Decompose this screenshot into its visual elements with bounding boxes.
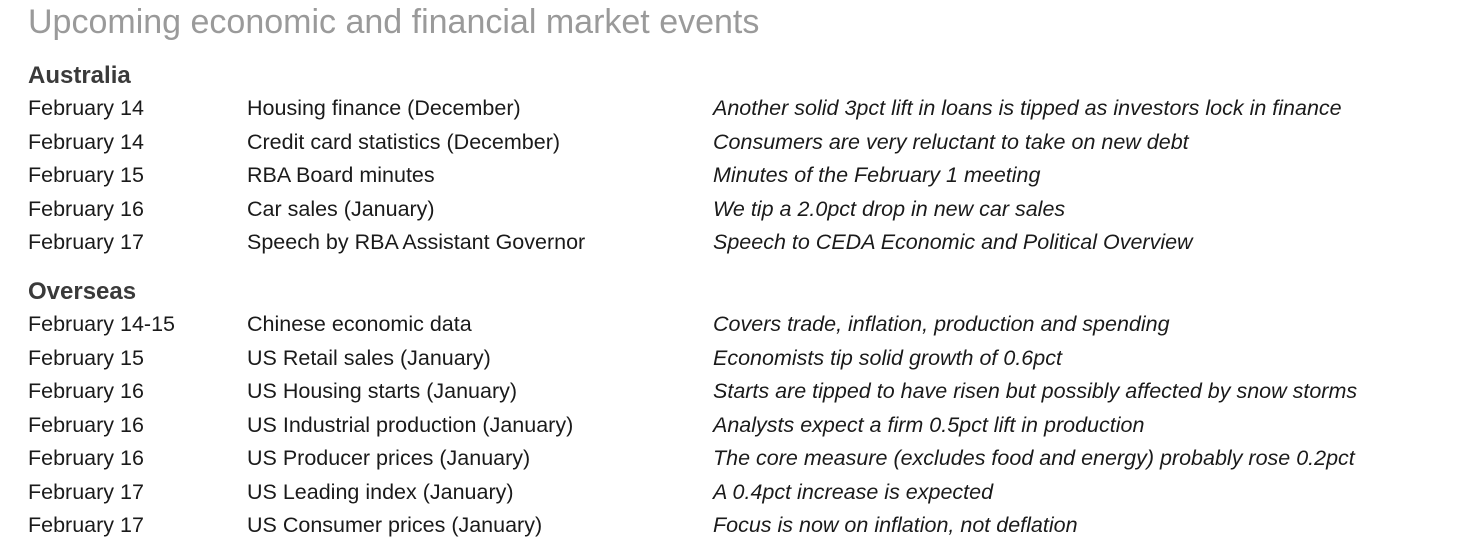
event-name: Car sales (January) [247, 196, 435, 221]
event-name: US Consumer prices (January) [247, 513, 543, 537]
event-name: US Retail sales (January) [247, 345, 491, 370]
event-date: February 16 [28, 412, 144, 437]
event-note: Covers trade, inflation, production and … [713, 312, 1170, 336]
event-date: February 15 [28, 345, 144, 370]
event-row: February 14 Credit card statistics (Dece… [28, 126, 1468, 160]
event-row: February 14-15 Chinese economic data Cov… [28, 308, 1468, 342]
event-note: Focus is now on inflation, not deflation [713, 513, 1078, 537]
event-date: February 14 [28, 129, 144, 154]
event-note: Starts are tipped to have risen but poss… [713, 379, 1358, 403]
event-row: February 17 US Consumer prices (January)… [28, 509, 1468, 543]
event-row: February 15 RBA Board minutes Minutes of… [28, 159, 1468, 193]
event-row: February 14 Housing finance (December) A… [28, 92, 1468, 126]
event-row: February 16 Car sales (January) We tip a… [28, 193, 1468, 227]
event-note: Economists tip solid growth of 0.6pct [713, 345, 1062, 370]
event-name: Credit card statistics (December) [247, 129, 561, 154]
event-date: February 14-15 [28, 312, 175, 336]
event-date: February 17 [28, 230, 144, 254]
event-note: We tip a 2.0pct drop in new car sales [713, 196, 1066, 221]
event-name: US Housing starts (January) [247, 379, 518, 403]
event-row: February 16 US Housing starts (January) … [28, 375, 1468, 409]
event-name: RBA Board minutes [247, 163, 435, 187]
event-name: US Producer prices (January) [247, 446, 531, 470]
page-title: Upcoming economic and financial market e… [28, 3, 760, 41]
event-name: US Industrial production (January) [247, 412, 574, 437]
event-name: US Leading index (January) [247, 479, 514, 504]
event-date: February 17 [28, 479, 144, 504]
event-date: February 17 [28, 513, 144, 537]
event-note: Analysts expect a firm 0.5pct lift in pr… [713, 412, 1145, 437]
event-name: Speech by RBA Assistant Governor [247, 230, 586, 254]
event-note: Speech to CEDA Economic and Political Ov… [713, 230, 1193, 254]
event-date: February 16 [28, 379, 144, 403]
event-row: February 17 Speech by RBA Assistant Gove… [28, 226, 1468, 260]
event-name: Housing finance (December) [247, 96, 521, 120]
event-note: The core measure (excludes food and ener… [713, 446, 1355, 470]
event-note: Another solid 3pct lift in loans is tipp… [713, 96, 1342, 120]
event-row: February 15 US Retail sales (January) Ec… [28, 342, 1468, 376]
event-row: February 16 US Industrial production (Ja… [28, 409, 1468, 443]
section-overseas: Overseas February 14-15 Chinese economic… [28, 276, 1468, 543]
section-heading: Overseas [28, 278, 137, 305]
event-date: February 14 [28, 96, 144, 120]
event-note: Minutes of the February 1 meeting [713, 163, 1041, 187]
event-row: February 17 US Leading index (January) A… [28, 476, 1468, 510]
event-date: February 16 [28, 446, 144, 470]
event-note: Consumers are very reluctant to take on … [713, 129, 1189, 154]
section-heading: Australia [28, 62, 131, 89]
event-note: A 0.4pct increase is expected [713, 479, 994, 504]
event-date: February 16 [28, 196, 144, 221]
event-row: February 16 US Producer prices (January)… [28, 442, 1468, 476]
event-date: February 15 [28, 163, 144, 187]
section-australia: Australia February 14 Housing finance (D… [28, 60, 1468, 260]
event-name: Chinese economic data [247, 312, 472, 336]
